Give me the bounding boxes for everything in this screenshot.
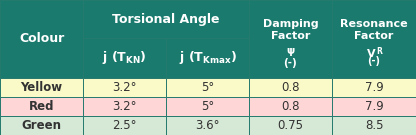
Bar: [166, 97, 249, 116]
Text: V: V: [366, 49, 375, 59]
Bar: [249, 78, 332, 97]
Bar: [83, 97, 166, 116]
Text: Resonance
Factor: Resonance Factor: [340, 19, 408, 41]
Text: Green: Green: [22, 119, 62, 132]
Text: 3.6°: 3.6°: [195, 119, 220, 132]
Text: Torsional Angle: Torsional Angle: [112, 13, 220, 26]
Text: (-): (-): [367, 56, 381, 66]
Bar: [332, 97, 416, 116]
Text: Red: Red: [29, 100, 54, 113]
Text: 3.2°: 3.2°: [112, 100, 137, 113]
Bar: [166, 78, 249, 97]
Bar: [0, 116, 83, 135]
Text: j (T$_{\mathbf{KN}}$): j (T$_{\mathbf{KN}}$): [102, 50, 147, 67]
Text: 7.9: 7.9: [365, 81, 384, 94]
Text: 5°: 5°: [201, 81, 214, 94]
Text: 3.2°: 3.2°: [112, 81, 137, 94]
Text: j (T$_{\mathbf{Kmax}}$): j (T$_{\mathbf{Kmax}}$): [178, 50, 236, 67]
Bar: [332, 78, 416, 97]
Text: 0.75: 0.75: [277, 119, 304, 132]
Bar: [83, 78, 166, 97]
Text: Colour: Colour: [19, 33, 64, 45]
Text: 7.9: 7.9: [365, 100, 384, 113]
Bar: [166, 38, 249, 78]
Text: R: R: [376, 47, 382, 56]
Text: 2.5°: 2.5°: [112, 119, 137, 132]
Bar: [249, 97, 332, 116]
Bar: [332, 0, 416, 78]
Text: ψ
(-): ψ (-): [284, 46, 297, 68]
Bar: [83, 38, 166, 78]
Bar: [0, 0, 83, 78]
Bar: [166, 116, 249, 135]
Bar: [0, 78, 83, 97]
Bar: [249, 116, 332, 135]
Text: 0.8: 0.8: [281, 100, 300, 113]
Text: 5°: 5°: [201, 100, 214, 113]
Text: Damping
Factor: Damping Factor: [262, 19, 318, 41]
Bar: [332, 116, 416, 135]
Text: 0.8: 0.8: [281, 81, 300, 94]
Bar: [0, 97, 83, 116]
Bar: [83, 0, 249, 38]
Text: Yellow: Yellow: [20, 81, 62, 94]
Text: 8.5: 8.5: [365, 119, 383, 132]
Bar: [249, 0, 332, 78]
Bar: [83, 116, 166, 135]
